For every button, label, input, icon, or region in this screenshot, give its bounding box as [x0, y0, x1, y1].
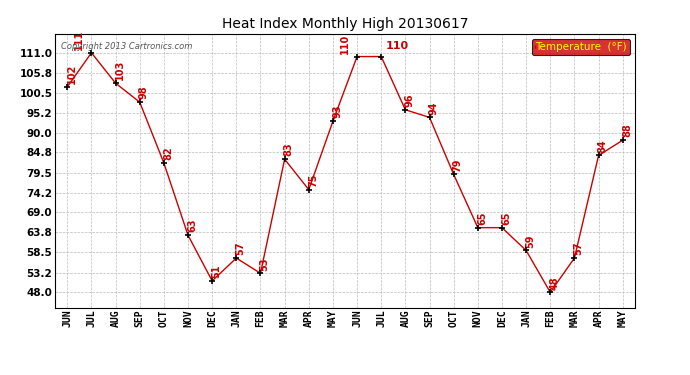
Text: 110: 110	[386, 41, 408, 51]
Text: 111: 111	[74, 30, 84, 50]
Text: 88: 88	[622, 124, 632, 137]
Text: 98: 98	[139, 86, 149, 99]
Text: 94: 94	[428, 101, 439, 115]
Text: 79: 79	[453, 158, 463, 172]
Text: 93: 93	[332, 105, 342, 118]
Text: Copyright 2013 Cartronics.com: Copyright 2013 Cartronics.com	[61, 42, 193, 51]
Text: 84: 84	[598, 139, 608, 153]
Text: 75: 75	[308, 173, 318, 187]
Text: 83: 83	[284, 143, 294, 156]
Text: 48: 48	[549, 276, 560, 290]
Title: Heat Index Monthly High 20130617: Heat Index Monthly High 20130617	[221, 17, 469, 31]
Text: 96: 96	[404, 93, 415, 107]
Text: 57: 57	[235, 242, 246, 255]
Text: 65: 65	[477, 211, 487, 225]
Text: 102: 102	[66, 64, 77, 84]
Text: 103: 103	[115, 60, 125, 80]
Text: 51: 51	[211, 265, 221, 278]
Text: 110: 110	[339, 33, 350, 54]
Text: 53: 53	[259, 257, 270, 270]
Legend: Temperature  (°F): Temperature (°F)	[532, 39, 629, 55]
Text: 82: 82	[163, 147, 173, 160]
Text: 63: 63	[187, 219, 197, 232]
Text: 59: 59	[525, 234, 535, 248]
Text: 57: 57	[573, 242, 584, 255]
Text: 65: 65	[501, 211, 511, 225]
